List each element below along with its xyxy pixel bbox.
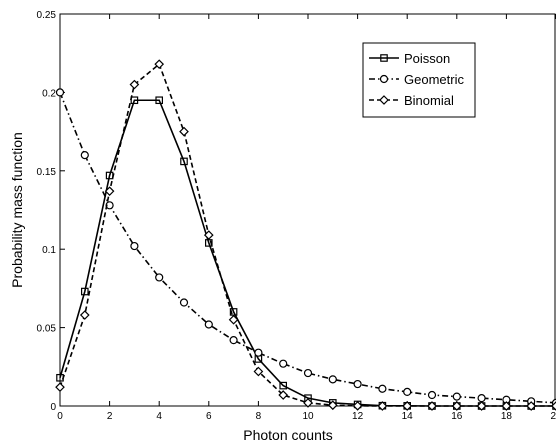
y-tick-label: 0.15 xyxy=(37,167,57,178)
point-geometric xyxy=(279,359,288,368)
x-tick-label: 10 xyxy=(302,411,314,422)
legend-marker-poisson xyxy=(380,54,388,62)
point-binomial xyxy=(402,401,413,411)
plot-border xyxy=(59,13,556,407)
point-geometric xyxy=(427,390,437,400)
point-binomial xyxy=(55,382,65,393)
x-axis-title: Photon counts xyxy=(243,427,333,443)
point-binomial xyxy=(352,400,363,411)
point-geometric xyxy=(229,336,238,345)
point-binomial xyxy=(451,401,462,411)
point-geometric xyxy=(328,375,337,384)
x-tick-label: 2 xyxy=(550,411,556,422)
point-binomial xyxy=(253,366,264,377)
point-binomial xyxy=(377,401,388,411)
point-geometric xyxy=(303,368,313,378)
y-tick-label: 0.05 xyxy=(37,324,57,335)
legend-label-geometric: Geometric xyxy=(404,72,464,87)
point-binomial xyxy=(327,400,338,411)
y-tick-label: 0.25 xyxy=(37,10,57,21)
point-geometric xyxy=(403,387,412,396)
legend-entry-geometric: Geometric xyxy=(369,72,464,87)
point-binomial xyxy=(154,59,165,70)
point-binomial xyxy=(203,230,214,240)
x-tick-label: 0 xyxy=(57,411,63,422)
y-tick-label: 0.2 xyxy=(42,88,56,99)
y-tick-label: 0 xyxy=(50,402,56,413)
point-poisson xyxy=(155,96,164,105)
y-tick-label: 0.1 xyxy=(42,245,56,256)
legend-marker-binomial xyxy=(379,95,389,105)
series-layer xyxy=(55,59,556,411)
point-geometric xyxy=(179,298,189,307)
point-geometric xyxy=(477,394,486,403)
point-binomial xyxy=(129,79,140,90)
point-geometric xyxy=(353,379,362,389)
point-binomial xyxy=(526,401,537,411)
point-binomial xyxy=(104,186,115,197)
legend-entry-binomial: Binomial xyxy=(369,93,454,108)
legend-label-binomial: Binomial xyxy=(404,93,454,108)
x-tick-label: 8 xyxy=(256,411,262,422)
point-poisson xyxy=(279,381,288,390)
point-binomial xyxy=(551,401,556,411)
point-binomial xyxy=(427,401,437,411)
point-geometric xyxy=(80,151,89,160)
x-tick-label: 18 xyxy=(501,411,513,422)
legend-marker-geometric xyxy=(379,74,389,84)
x-tick-label: 6 xyxy=(206,411,212,422)
x-tick-label: 12 xyxy=(352,411,364,422)
legend-entry-poisson: Poisson xyxy=(369,51,450,66)
point-geometric xyxy=(55,88,65,97)
point-geometric xyxy=(130,241,139,251)
x-tick-label: 4 xyxy=(156,411,162,422)
point-geometric xyxy=(378,384,387,393)
point-poisson xyxy=(180,157,188,166)
point-geometric xyxy=(254,348,263,357)
legend: Poisson Geometric Binomial xyxy=(362,42,476,118)
point-binomial xyxy=(278,390,289,400)
point-geometric xyxy=(155,273,164,282)
point-geometric xyxy=(452,392,461,401)
point-binomial xyxy=(228,314,239,325)
point-binomial xyxy=(476,401,487,411)
legend-label-poisson: Poisson xyxy=(404,51,450,66)
x-tick-label: 14 xyxy=(402,411,414,422)
x-tick-label: 16 xyxy=(451,411,463,422)
point-geometric xyxy=(204,320,213,329)
point-poisson xyxy=(80,287,89,296)
point-binomial xyxy=(501,401,512,411)
x-tick-label: 2 xyxy=(107,411,113,422)
point-binomial xyxy=(79,310,90,320)
series-line-geometric xyxy=(59,92,556,404)
y-axis-title: Probability mass function xyxy=(9,132,25,288)
point-binomial xyxy=(179,126,189,137)
plot-area xyxy=(59,13,556,407)
point-binomial xyxy=(303,398,313,408)
series-binomial xyxy=(55,59,556,411)
